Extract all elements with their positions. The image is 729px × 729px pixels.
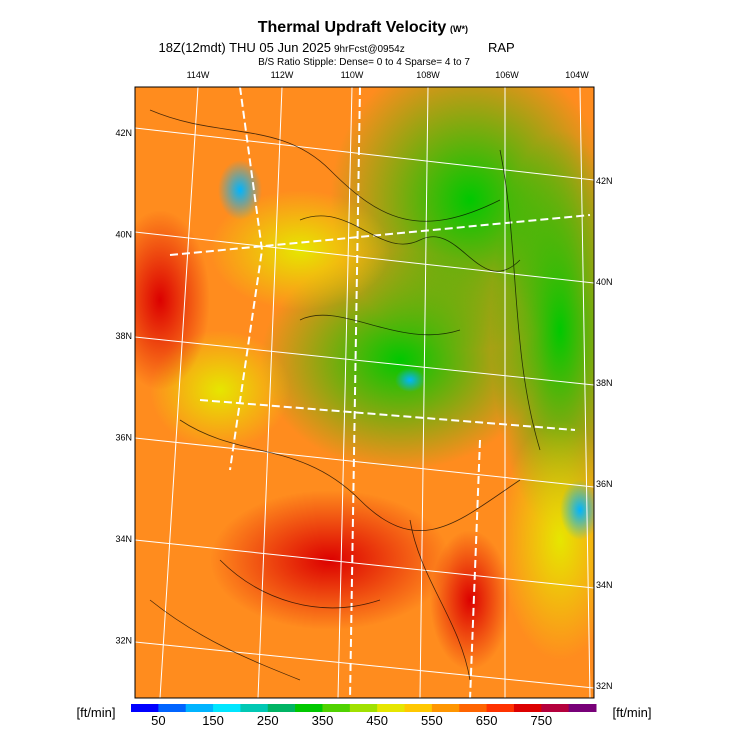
lat-label: 40N xyxy=(115,230,132,240)
colorbar-label: 650 xyxy=(476,713,498,728)
model: RAP xyxy=(488,40,515,55)
colorbar-swatch xyxy=(377,704,406,712)
colorbar-swatch xyxy=(513,704,542,712)
map-frame xyxy=(134,86,595,699)
labels: 114W 112W 110W 108W 106W 104W 42N 40N 38N 36N 34N 3… xyxy=(115,70,612,728)
lat-label: 42N xyxy=(115,128,132,138)
colorbar-swatch xyxy=(185,704,214,712)
lat-label: 38N xyxy=(596,378,613,388)
colorbar-swatch xyxy=(240,704,269,712)
subtitle: 18Z(12mdt) THU 05 Jun 2025 xyxy=(159,40,331,55)
colorbar-label: 50 xyxy=(151,713,165,728)
lon-label: 104W xyxy=(565,70,589,80)
lat-label: 34N xyxy=(596,580,613,590)
lon-label: 114W xyxy=(187,70,210,80)
colorbar-swatch xyxy=(486,704,515,712)
colorbar-swatch xyxy=(158,704,187,712)
colorbar-swatch xyxy=(267,704,296,712)
colorbar-swatch xyxy=(213,704,241,712)
lat-label: 38N xyxy=(115,331,132,341)
colorbar-swatch xyxy=(131,704,159,712)
lon-label: 112W xyxy=(271,70,294,80)
colorbar-label: 150 xyxy=(202,713,224,728)
colorbar-swatch xyxy=(295,704,323,712)
colorbar-swatch xyxy=(541,704,570,712)
lat-label: 34N xyxy=(115,534,132,544)
colorbar-unit: [ft/min] xyxy=(612,705,651,720)
lon-label: 110W xyxy=(341,70,364,80)
lat-label: 42N xyxy=(596,176,613,186)
lon-label: 108W xyxy=(416,70,440,80)
colorbar-swatch xyxy=(322,704,351,712)
colorbar-label: 350 xyxy=(312,713,334,728)
colorbar-label: 750 xyxy=(530,713,552,728)
title-unit: (W*) xyxy=(450,24,468,34)
lat-label: 36N xyxy=(115,433,132,443)
lat-label: 36N xyxy=(596,479,613,489)
colorbar-swatch xyxy=(459,704,488,712)
colorbar-label: 450 xyxy=(366,713,388,728)
colorbar-swatch xyxy=(349,704,378,712)
map-field xyxy=(135,87,594,698)
colorbar-unit: [ft/min] xyxy=(76,705,115,720)
lat-label: 32N xyxy=(596,681,613,691)
title: Thermal Updraft Velocity xyxy=(258,19,447,36)
lon-label: 106W xyxy=(495,70,519,80)
colorbar-swatch xyxy=(568,704,597,712)
colorbar-label: 250 xyxy=(257,713,279,728)
stipple-note: B/S Ratio Stipple: Dense= 0 to 4 Sparse=… xyxy=(258,57,470,68)
colorbar-label: 550 xyxy=(421,713,443,728)
lat-label: 40N xyxy=(596,277,613,287)
colorbar-swatch xyxy=(431,704,460,712)
colorbar-swatch xyxy=(404,704,433,712)
forecast: 9hrFcst@0954z xyxy=(334,44,405,55)
lat-label: 32N xyxy=(115,636,132,646)
